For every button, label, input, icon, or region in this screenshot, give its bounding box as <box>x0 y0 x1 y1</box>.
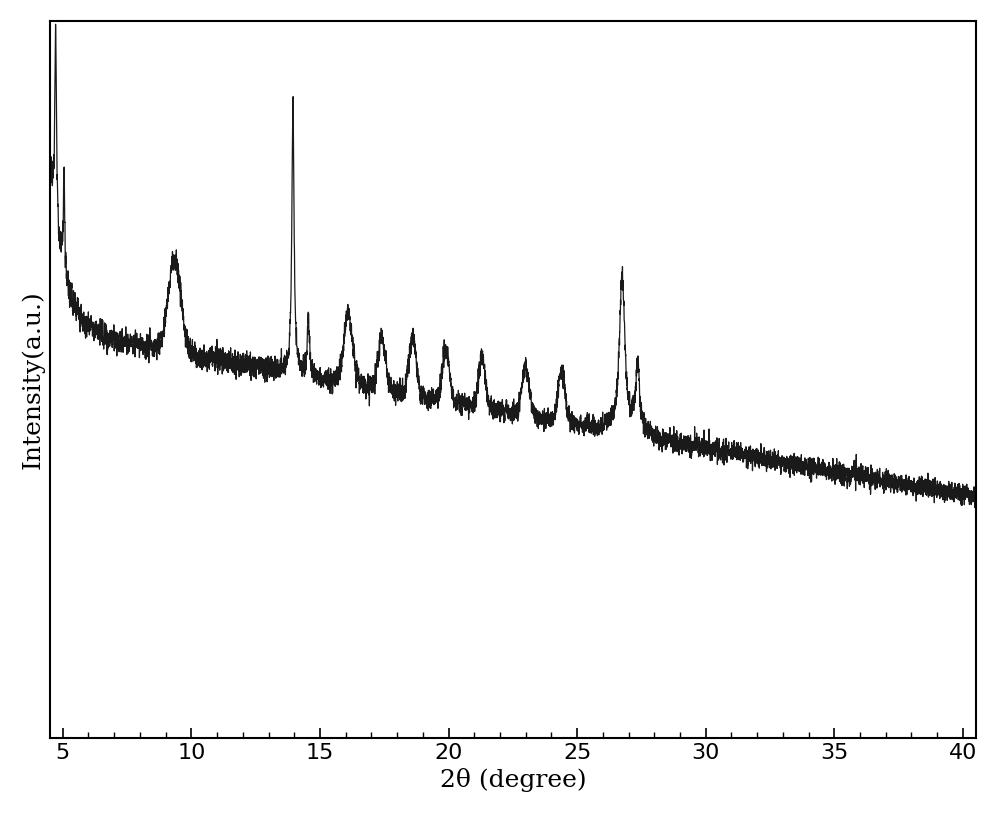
Y-axis label: Intensity(a.u.): Intensity(a.u.) <box>21 290 44 468</box>
X-axis label: 2θ (degree): 2θ (degree) <box>440 768 586 792</box>
